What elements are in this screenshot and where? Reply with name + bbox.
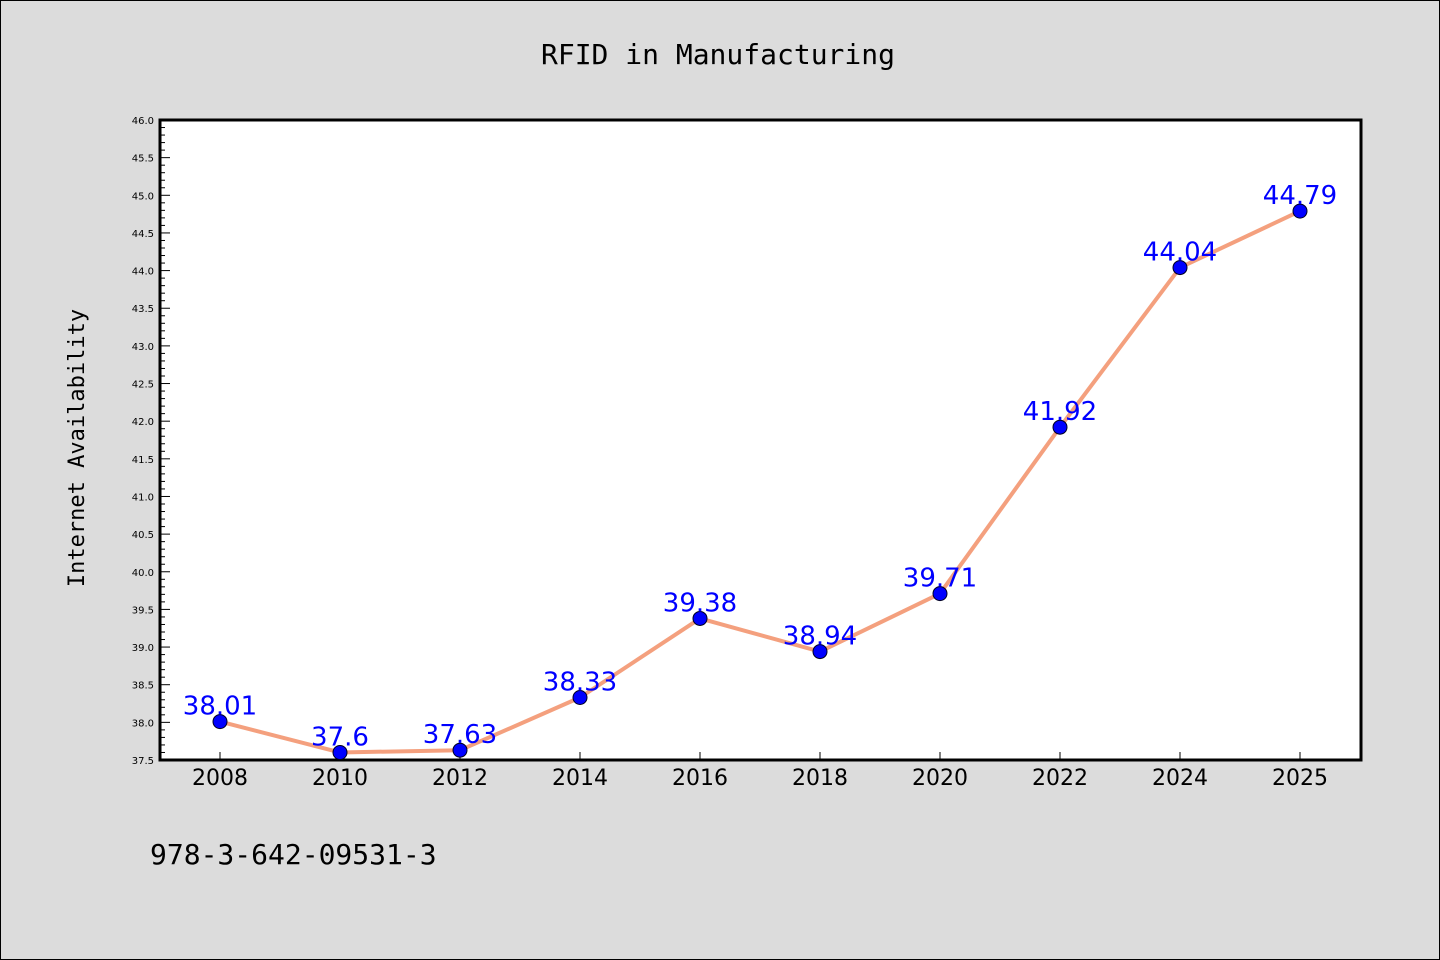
series-polyline [219,209,1301,755]
data-point [212,714,228,730]
y-tick-label: 42.0 [132,417,154,428]
x-tick-label: 2016 [672,766,728,791]
data-labels: 38.01 37.6 37.63 38.33 39.38 38.94 39.71 41.92 4… [183,181,1337,752]
data-label: 44.79 [1263,181,1337,211]
y-axis-ticks: 37.5 38.0 38.5 39.0 39.5 40.0 40.5 41.0 41.5 42.0… [132,116,170,767]
data-label: 38.01 [183,692,257,722]
x-tick-label: 2020 [912,766,968,791]
x-tick-label: 2008 [192,766,248,791]
plot-area [158,118,1363,762]
y-tick-label: 44.5 [132,229,154,240]
y-tick-label: 43.0 [132,342,154,353]
data-point [1292,203,1308,219]
x-tick-label: 2018 [792,766,848,791]
data-point [332,744,348,760]
y-tick-label: 40.0 [132,568,154,579]
y-tick-label: 45.5 [132,154,154,165]
y-tick-label: 46.0 [132,116,154,127]
x-tick-label: 2010 [312,766,368,791]
chart-title: RFID in Manufacturing [541,38,895,71]
y-tick-label: 40.5 [132,530,154,541]
x-tick-label: 2025 [1272,766,1328,791]
footer-isbn: 978-3-642-09531-3 [150,838,437,871]
data-label: 38.33 [543,668,617,698]
x-tick-label: 2022 [1032,766,1088,791]
y-tick-label: 44.0 [132,267,154,278]
y-tick-label: 41.0 [132,492,154,503]
data-label: 38.94 [783,622,857,652]
y-tick-label: 37.5 [132,756,154,767]
data-label: 41.92 [1023,397,1097,427]
y-tick-label: 39.0 [132,643,154,654]
x-tick-label: 2012 [432,766,488,791]
y-axis-label: Internet Availability [65,309,90,587]
y-tick-label: 43.5 [132,304,154,315]
data-point [1052,419,1068,435]
x-tick-label: 2014 [552,766,608,791]
x-axis-ticks: 2008 2010 2012 2014 2016 2018 2020 2022 2024 2025 [192,752,1328,791]
data-point [452,742,468,758]
x-tick-label: 2024 [1152,766,1208,791]
data-label: 39.71 [903,564,977,594]
y-tick-label: 42.5 [132,380,154,391]
y-tick-label: 38.5 [132,681,154,692]
data-label: 44.04 [1143,238,1217,268]
data-label: 37.63 [423,720,497,750]
series-line [212,203,1308,760]
y-tick-label: 41.5 [132,455,154,466]
data-point [692,610,708,626]
y-tick-label: 45.0 [132,191,154,202]
data-point [1172,260,1188,276]
data-label: 39.38 [663,588,737,618]
data-point [572,690,588,706]
data-point [932,586,948,602]
y-tick-label: 38.0 [132,718,154,729]
data-point [812,644,828,660]
data-label: 37.6 [311,722,369,752]
y-tick-label: 39.5 [132,605,154,616]
